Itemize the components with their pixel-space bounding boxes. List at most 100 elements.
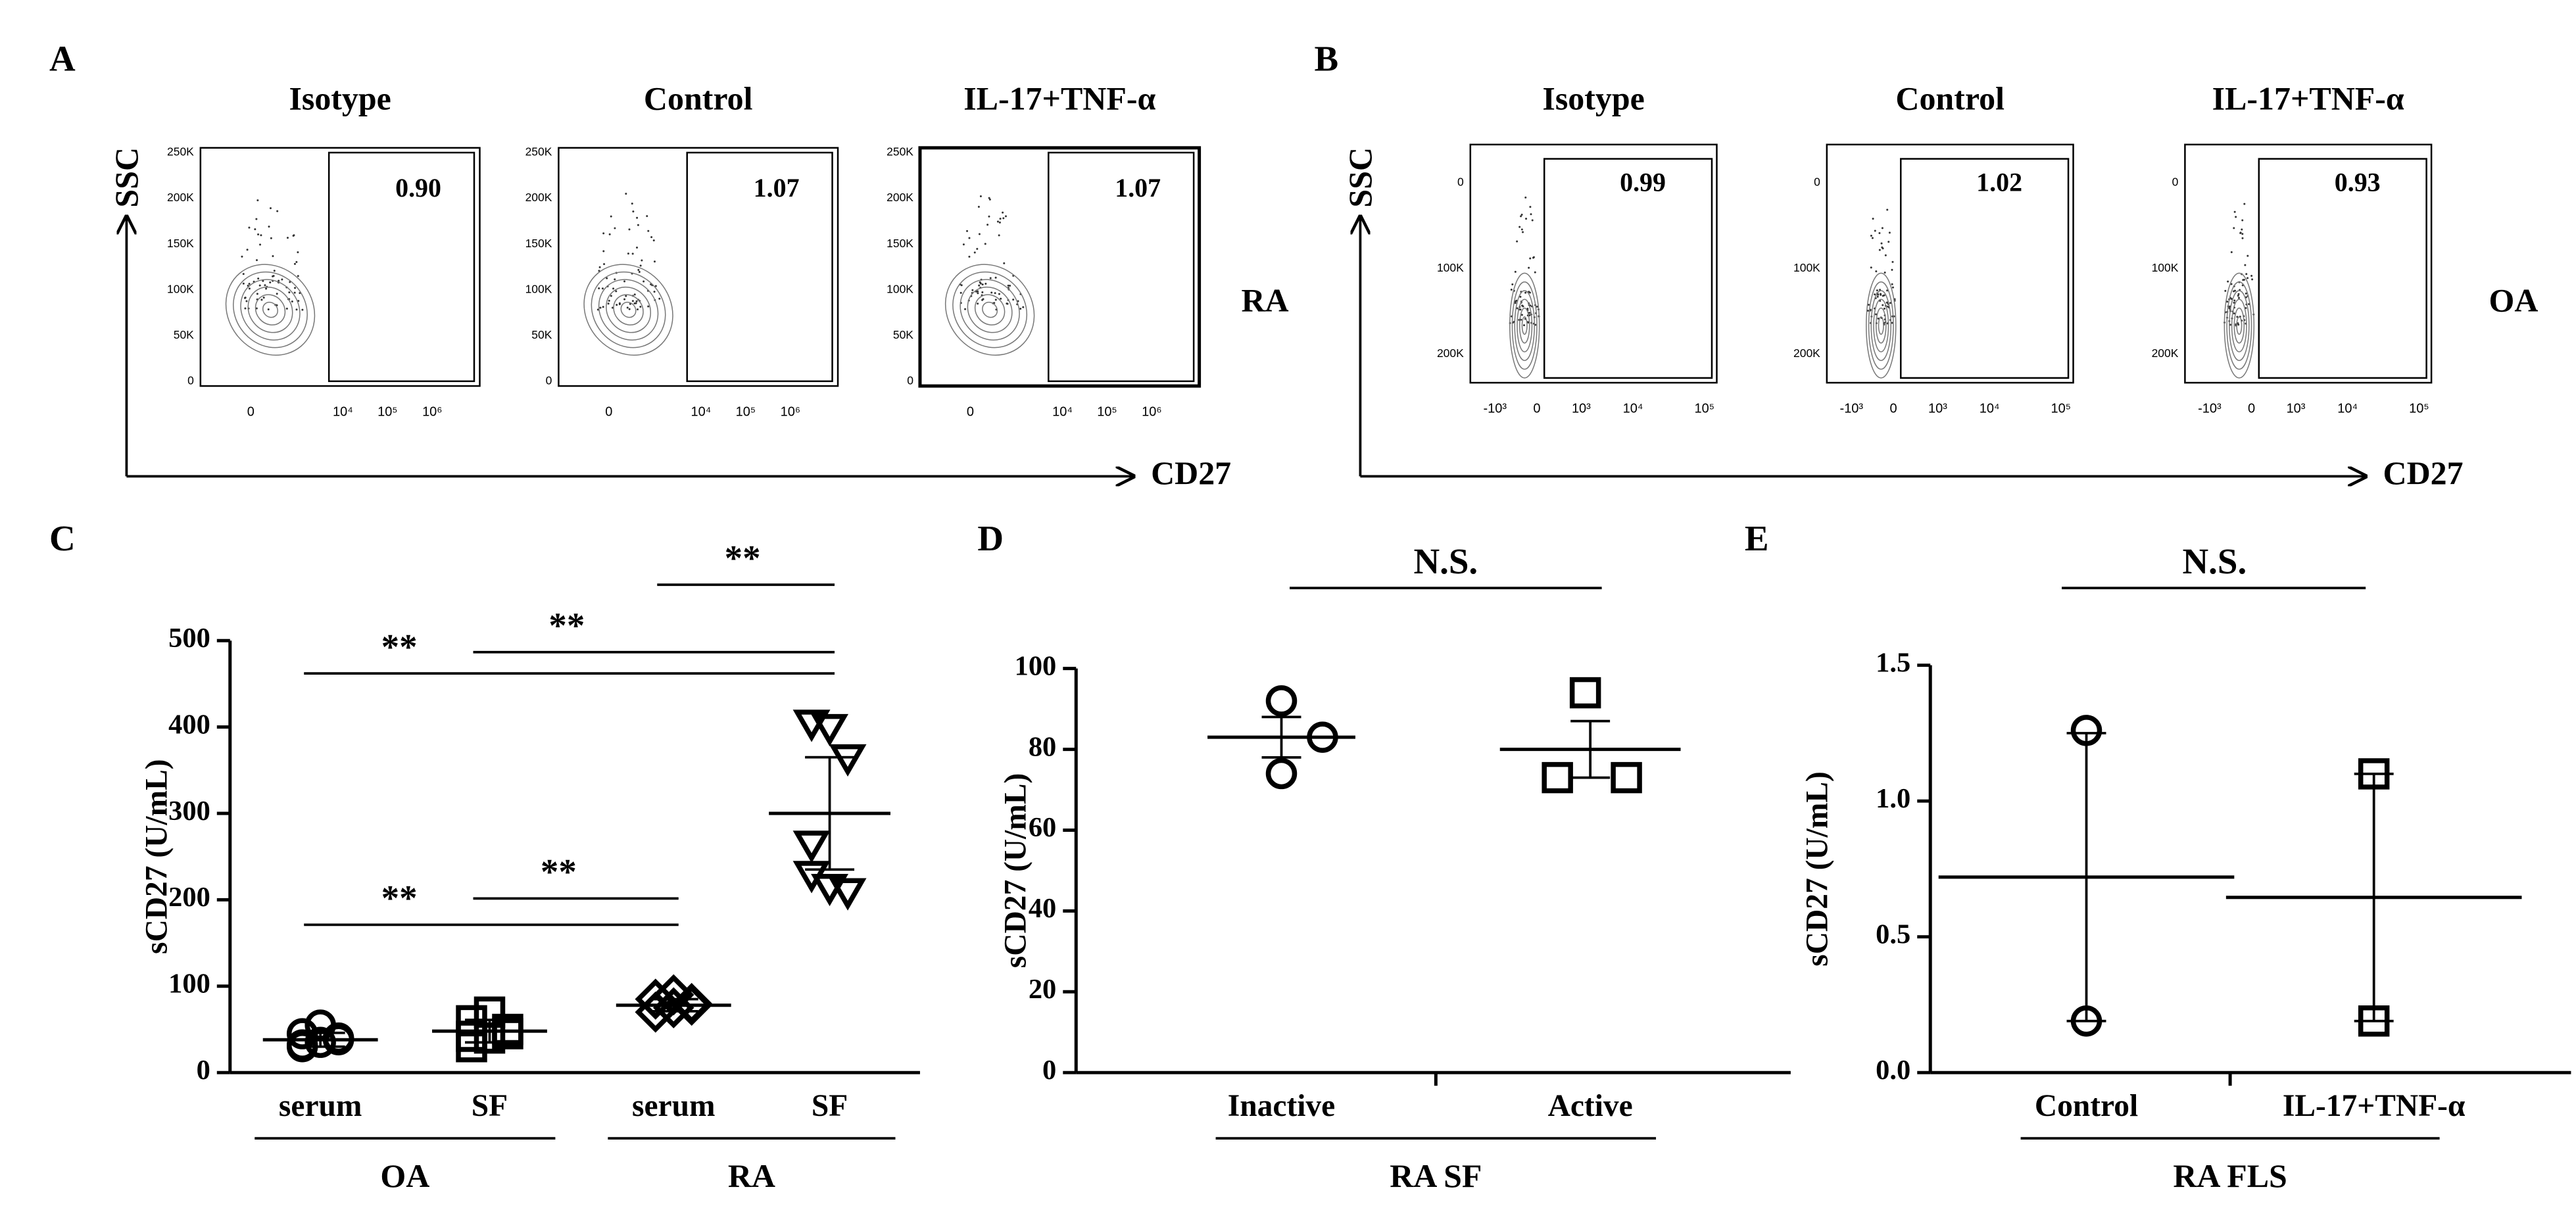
event-dot [1009,284,1011,287]
x-tick-label: SF [812,1089,848,1123]
event-dot [968,237,971,239]
event-dot [1019,307,1022,310]
event-dot [611,306,614,309]
contour [967,286,1013,333]
event-dot [276,293,278,295]
event-dot [994,276,997,279]
event-dot [2233,312,2235,315]
event-dot [1870,266,1872,269]
contour [598,279,659,341]
event-dot [647,229,650,232]
event-dot [1874,293,1876,296]
flow-y-tick-label: 200K [1437,347,1464,360]
event-dot [618,302,621,304]
significance-label: ** [541,852,577,892]
event-dot [1524,291,1527,294]
flow-x-tick-label: 10⁴ [333,404,353,419]
flow-y-tick-label: 250K [525,145,552,158]
contour [2226,281,2252,370]
flow-x-tick-label: -10³ [1483,401,1507,416]
event-dot [1526,321,1529,324]
event-dot [1876,295,1879,298]
data-point [792,861,831,894]
data-point [1265,758,1298,790]
flow-x-tick-label: 10⁴ [2337,401,2358,416]
event-dot [1514,302,1517,304]
gate [328,151,475,383]
event-dot [636,216,639,219]
event-dot [1871,237,1874,239]
flow-x-tick-label: 10⁶ [781,404,800,419]
event-dot [641,259,643,262]
event-dot [1877,318,1880,320]
event-dot [297,275,299,277]
x-tick-label: Active [1548,1089,1633,1123]
event-dot [635,300,638,302]
flow-x-tick-label: 0 [1533,401,1540,416]
event-dot [1882,247,1884,250]
flow-x-tick-label: 10⁵ [2051,401,2072,416]
event-dot [2245,273,2248,276]
y-tick-label: 1.5 [1876,647,1910,678]
event-dot [625,193,627,195]
event-dot [598,287,600,290]
event-dot [273,270,276,272]
event-dot [981,283,984,286]
flow-x-tick-label: 10⁴ [691,404,712,419]
flow-y-tick-label: 150K [887,237,913,250]
event-dot [632,210,635,213]
contour [583,264,673,356]
event-dot [654,285,657,287]
event-dot [258,284,261,287]
event-dot [256,199,259,202]
contour [262,301,278,318]
event-dot [623,298,626,301]
event-dot [606,277,608,279]
flow-x-tick-label: 10⁵ [1097,404,1117,419]
y-axis-label: sCD27 (U/mL) [1801,771,1835,967]
contour [2236,316,2243,335]
flow-x-tick-label: 10⁵ [736,404,756,419]
event-dot [286,237,289,239]
event-dot [254,228,256,231]
event-dot [608,233,611,235]
event-dot [610,215,612,218]
gate-percent: 0.99 [1620,168,1666,197]
event-dot [1528,266,1530,269]
plot-title: Isotype [1542,80,1644,116]
event-dot [601,287,604,290]
event-dot [1870,234,1872,237]
sample-label: OA [2489,282,2539,319]
event-dot [984,283,987,285]
event-dot [1524,196,1527,199]
event-dot [1007,284,1009,287]
flow-y-tick-label: 0 [1457,175,1464,188]
data-point [1542,761,1573,794]
event-dot [1887,241,1890,243]
y-tick-label: 100 [168,969,210,999]
event-dot [607,302,610,305]
data-point [792,830,831,863]
y-tick-label: 500 [168,623,210,654]
significance-label: N.S. [2183,541,2247,581]
event-dot [2241,233,2244,235]
event-dot [1522,305,1524,308]
y-tick-label: 40 [1029,893,1056,924]
event-dot [1891,260,1894,263]
event-dot [1891,286,1894,289]
flow-y-tick-label: 250K [887,145,913,158]
contour [1878,316,1884,335]
event-dot [2237,295,2239,297]
flow-y-tick-label: 200K [525,191,552,204]
event-dot [637,308,639,311]
contour [1876,307,1887,344]
group-label: RA SF [1390,1157,1482,1194]
event-dot [627,253,629,255]
contour [1519,307,1530,344]
flow-x-tick-label: 10⁶ [422,404,442,419]
gate [2258,158,2427,379]
y-axis-label: SSC [108,147,145,208]
event-dot [1891,268,1893,271]
gate [1048,151,1195,383]
